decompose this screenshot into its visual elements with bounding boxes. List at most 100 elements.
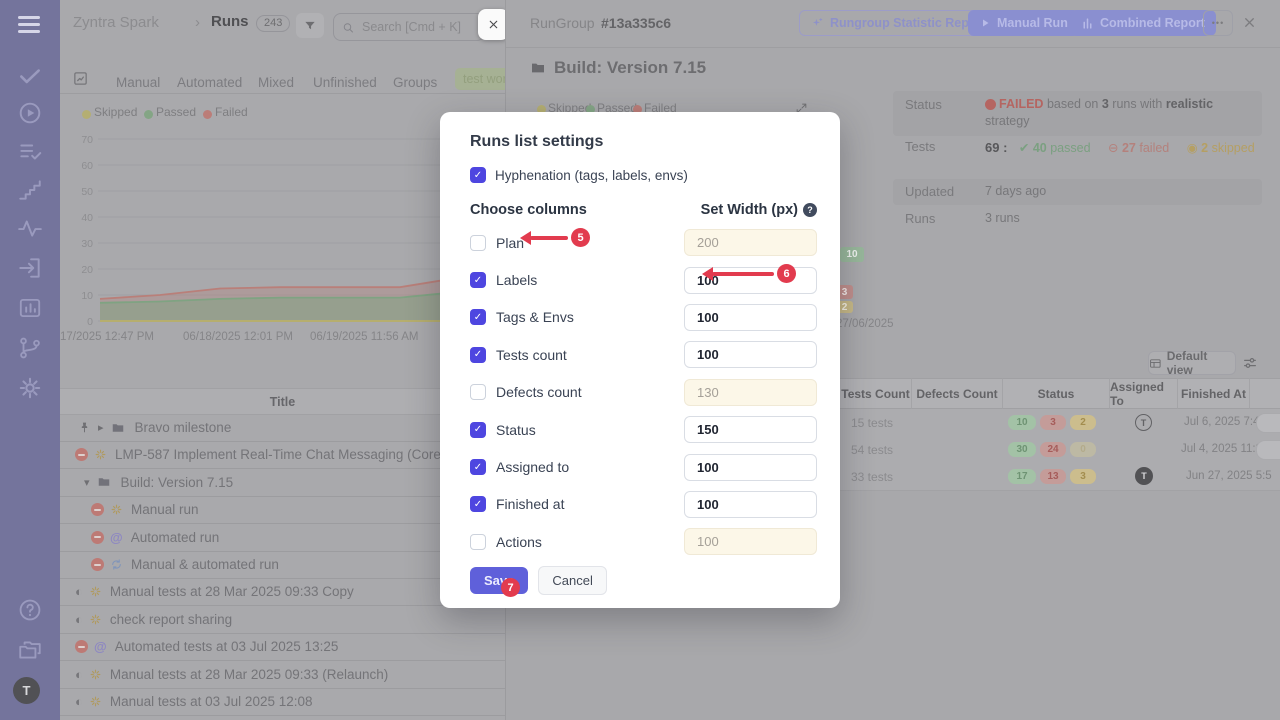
list-item-run[interactable]: Manual run [60, 496, 505, 525]
column-row-defects-count: Defects count [470, 374, 817, 411]
list-item-run[interactable]: @ Automated run [60, 524, 505, 552]
cancel-button[interactable]: Cancel [538, 565, 607, 595]
folders-icon[interactable] [17, 637, 43, 663]
caret-right-icon[interactable]: ▸ [98, 422, 104, 434]
finished-at-checkbox[interactable] [470, 496, 486, 513]
chart-tab-icon[interactable] [72, 70, 89, 87]
status-width-input[interactable] [684, 416, 817, 444]
search-input[interactable] [360, 19, 476, 35]
assigned-to-width-input[interactable] [684, 453, 817, 481]
default-view-button[interactable]: Default view [1148, 349, 1236, 377]
actions-label: Actions [496, 533, 542, 550]
tags-envs-width-input[interactable] [684, 303, 817, 331]
sparkle-icon [810, 16, 824, 30]
help-icon[interactable]: ? [803, 203, 817, 217]
tab-unfinished[interactable]: Unfinished [313, 75, 377, 90]
search-box[interactable] [333, 13, 485, 41]
table-settings-icon[interactable] [1242, 355, 1258, 371]
finished-at-width-input[interactable] [684, 490, 817, 518]
manual-run-button[interactable]: Manual Run [968, 10, 1079, 36]
breadcrumb-project[interactable]: Zyntra Spark [73, 14, 159, 31]
more-actions-button[interactable]: ••• [1203, 10, 1233, 36]
annotation-step-5: 5 [571, 228, 590, 247]
col-header-defects-count[interactable]: Defects Count [912, 378, 1003, 409]
manual-run-icon [89, 695, 102, 708]
x-tick-2: 06/18/2025 12:01 PM [183, 331, 293, 343]
assigned-to-checkbox[interactable] [470, 459, 486, 476]
play-circle-icon[interactable] [17, 100, 43, 126]
caret-down-icon[interactable]: ▾ [84, 476, 90, 489]
tab-mixed[interactable]: Mixed [258, 75, 295, 90]
svg-text:30: 30 [81, 238, 93, 250]
failed-pill: 3 [1040, 415, 1066, 430]
list-check-icon[interactable] [17, 139, 43, 165]
check-icon[interactable] [17, 63, 43, 89]
col-header-status[interactable]: Status [1003, 378, 1110, 409]
skipped-pill: 2 [1070, 415, 1096, 430]
help-icon[interactable] [17, 597, 43, 623]
plan-width-input[interactable] [684, 229, 817, 257]
list-item-run[interactable]: ◐ Manual tests at 28 Mar 2025 09:33 Copy [60, 578, 505, 607]
hyphenation-label: Hyphenation (tags, labels, envs) [495, 167, 688, 183]
stairs-icon[interactable] [17, 177, 43, 203]
tab-groups[interactable]: Groups [393, 75, 438, 90]
close-icon[interactable] [1242, 15, 1257, 30]
skipped-legend-label: Skipped [94, 105, 138, 119]
tests-count-checkbox[interactable] [470, 346, 486, 363]
user-avatar[interactable]: T [13, 677, 40, 704]
list-item-run[interactable]: Manual & automated run [60, 551, 505, 579]
actions-checkbox[interactable] [470, 533, 486, 550]
bar-chart-icon[interactable] [17, 295, 43, 321]
assignee-avatar[interactable]: T [1135, 414, 1152, 431]
list-item-milestone[interactable]: ▸ Bravo milestone [60, 414, 505, 442]
defects-count-checkbox[interactable] [470, 384, 486, 401]
list-item-run[interactable]: ◐ Manual tests at 03 Jul 2025 12:08 [60, 688, 505, 716]
plan-checkbox[interactable] [470, 234, 486, 251]
skipped-legend-dot [537, 105, 546, 114]
test-work-badge[interactable]: test work [455, 68, 505, 90]
tab-automated[interactable]: Automated [177, 75, 243, 90]
list-item-run[interactable]: @ Automated tests at 03 Jul 2025 13:25 [60, 633, 505, 662]
funnel-icon [303, 19, 317, 33]
row-actions-button[interactable] [1256, 413, 1280, 433]
col-header-assigned-to[interactable]: Assigned To [1110, 378, 1178, 409]
tags-envs-checkbox[interactable] [470, 309, 486, 326]
rungroup-id: #13a335c6 [601, 15, 672, 31]
col-header-tests-count[interactable]: Tests Count [840, 378, 912, 409]
assignee-avatar[interactable]: T [1135, 467, 1153, 485]
enter-icon[interactable] [17, 255, 43, 281]
tab-manual[interactable]: Manual [116, 75, 161, 90]
skipped-legend-dot [82, 110, 91, 119]
hyphenation-row[interactable]: Hyphenation (tags, labels, envs) [470, 165, 817, 185]
updated-value: 7 days ago [985, 184, 1047, 198]
tests-count-width-input[interactable] [684, 341, 817, 369]
rungroup-statistic-report-button[interactable]: Rungroup Statistic Report [799, 10, 997, 36]
updated-row-stripe [893, 179, 1262, 205]
gear-icon[interactable] [17, 375, 43, 401]
activity-icon[interactable] [17, 215, 43, 241]
col-header-finished-at[interactable]: Finished At [1178, 378, 1250, 409]
combined-report-button[interactable]: Combined Report [1070, 10, 1216, 36]
assigned-to-label: Assigned to [496, 459, 570, 476]
list-item-run[interactable]: LMP-587 Implement Real-Time Chat Messagi… [60, 441, 505, 470]
popover-close-chip[interactable] [478, 9, 505, 40]
list-item-run[interactable]: ◐ check report sharing [60, 606, 505, 634]
list-item-label: Manual tests at 28 Mar 2025 09:33 Copy [109, 584, 354, 600]
filter-button[interactable] [296, 13, 324, 38]
column-row-tests-count: Tests count [470, 336, 817, 373]
menu-icon[interactable] [18, 16, 40, 33]
labels-checkbox[interactable] [470, 272, 486, 289]
finished-at-cell: Jul 4, 2025 11:27 [1181, 443, 1269, 455]
actions-width-input[interactable] [684, 528, 817, 556]
row-actions-button[interactable] [1256, 440, 1280, 460]
manual-run-icon [89, 613, 102, 626]
defects-count-width-input[interactable] [684, 378, 817, 406]
hyphenation-checkbox[interactable] [470, 167, 486, 183]
mini-chart-date: 27/06/2025 [836, 318, 894, 330]
list-item-build-folder[interactable]: ▾ Build: Version 7.15 [60, 469, 505, 497]
list-item-run[interactable]: ◐ Manual tests at 28 Mar 2025 09:33 (Rel… [60, 661, 505, 689]
status-checkbox[interactable] [470, 421, 486, 438]
failed-legend-dot [633, 105, 642, 114]
passed-pill: 10 [1008, 415, 1036, 430]
branch-icon[interactable] [17, 335, 43, 361]
